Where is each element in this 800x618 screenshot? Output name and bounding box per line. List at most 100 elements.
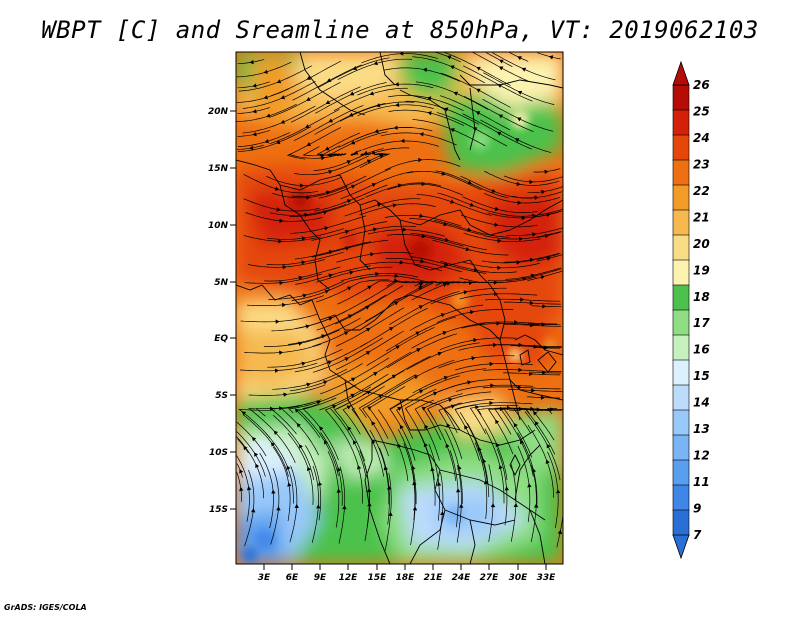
streamline-arrow — [306, 142, 312, 146]
streamline-arrow — [498, 464, 503, 470]
lon-label: 24E — [452, 573, 472, 583]
streamline-arrow — [514, 320, 519, 325]
streamline-arrow — [350, 140, 356, 145]
streamline-arrow — [546, 256, 552, 261]
streamline-arrow — [534, 503, 539, 508]
streamline-arrow — [473, 267, 478, 273]
streamline-arrow — [371, 150, 376, 155]
streamline-arrow — [249, 59, 254, 65]
streamline-arrow — [421, 406, 427, 411]
streamline-arrow — [493, 280, 498, 285]
streamline-arrow — [529, 179, 534, 185]
streamline-arrow — [375, 271, 380, 277]
streamline-arrow — [418, 305, 424, 310]
colorbar-label: 15 — [693, 369, 710, 383]
streamline-arrow — [346, 405, 352, 410]
streamline-arrow — [276, 506, 281, 511]
streamline-arrow — [494, 222, 499, 227]
credit-text: GrADS: IGES/COLA — [4, 603, 87, 612]
streamline-arrow — [494, 206, 500, 212]
streamline-arrow — [541, 322, 546, 327]
streamline-arrow — [518, 406, 523, 412]
streamline-arrow — [271, 489, 276, 494]
streamline-arrow — [490, 383, 495, 388]
streamline-arrow — [353, 150, 359, 155]
colorbar-label: 17 — [693, 316, 710, 330]
lon-label: 27E — [480, 573, 500, 583]
streamline-arrow — [306, 195, 311, 200]
streamline-arrow — [301, 236, 306, 241]
streamline-arrow — [274, 186, 280, 191]
streamline-arrow — [498, 66, 504, 71]
streamline-arrow — [324, 226, 329, 231]
lon-tick: 27E — [480, 564, 500, 583]
streamline-arrow — [437, 351, 442, 356]
streamline-arrow — [467, 227, 472, 232]
streamline-arrow — [475, 405, 480, 410]
colorbar-segment — [672, 159, 690, 186]
lat-tick: 15N — [208, 164, 236, 174]
lon-tick: 6E — [286, 564, 299, 583]
streamline-arrow — [316, 504, 321, 509]
lat-tick: EQ — [214, 334, 236, 344]
colorbar-segment — [672, 359, 690, 386]
lat-tick: 10S — [209, 448, 236, 458]
lon-tick: 18E — [396, 564, 415, 583]
streamline-arrow — [347, 426, 352, 431]
streamline-arrow — [255, 463, 260, 469]
streamline-arrow — [542, 304, 547, 309]
lon-tick: 30E — [509, 564, 528, 583]
streamline-arrow — [427, 96, 432, 101]
colorbar-segment — [672, 134, 690, 161]
streamline-arrow — [424, 424, 429, 430]
streamline-arrow — [275, 139, 281, 145]
map-plot-area — [236, 52, 563, 564]
colorbar-label: 23 — [693, 157, 710, 171]
streamline-arrow — [279, 280, 284, 286]
lat-tick: 20N — [208, 107, 236, 117]
streamline-arrow — [529, 257, 535, 263]
streamline-arrow — [546, 443, 551, 449]
streamline-arrow — [393, 278, 399, 283]
streamline-arrow — [298, 444, 303, 449]
streamline-arrow — [365, 327, 371, 332]
colorbar-segment — [672, 409, 690, 436]
streamline-arrow — [286, 465, 291, 470]
colorbar-label: 21 — [693, 210, 710, 224]
streamline-arrow — [239, 469, 244, 474]
streamline-arrow — [366, 159, 372, 164]
streamline-arrow — [365, 351, 371, 356]
colorbar-segments — [672, 84, 690, 536]
streamline-arrow — [450, 128, 455, 133]
streamline-arrow — [373, 372, 378, 376]
streamline-arrow — [540, 395, 545, 400]
streamline-arrow — [388, 327, 394, 331]
streamline-arrow — [394, 301, 399, 306]
lon-label: 9E — [314, 573, 327, 583]
colorbar-label: 22 — [693, 184, 710, 198]
streamline-arrow — [514, 138, 520, 143]
streamline-arrow — [367, 285, 372, 290]
streamline-arrow — [495, 419, 500, 424]
streamline-arrow — [433, 391, 438, 396]
streamline-arrow — [276, 207, 281, 212]
streamline-arrow — [350, 184, 356, 189]
lat-label: EQ — [214, 334, 228, 344]
streamline-arrow — [281, 302, 287, 308]
lon-label: 3E — [258, 573, 271, 583]
streamline-arrow — [422, 67, 427, 73]
lon-label: 6E — [286, 573, 299, 583]
streamline-arrow — [296, 423, 301, 428]
colorbar-segment — [672, 459, 690, 486]
streamline-arrow — [446, 55, 452, 60]
streamline-arrow — [453, 91, 458, 96]
streamline-arrow — [346, 160, 352, 165]
streamline-arrow — [352, 66, 358, 70]
streamline-arrow — [279, 350, 284, 355]
streamline-arrow — [464, 425, 469, 430]
lat-tick: 5N — [214, 278, 236, 288]
streamline-arrow — [323, 210, 328, 215]
streamline-arrow — [521, 215, 526, 221]
streamline-arrow — [347, 286, 352, 291]
streamline-arrow — [471, 356, 476, 361]
